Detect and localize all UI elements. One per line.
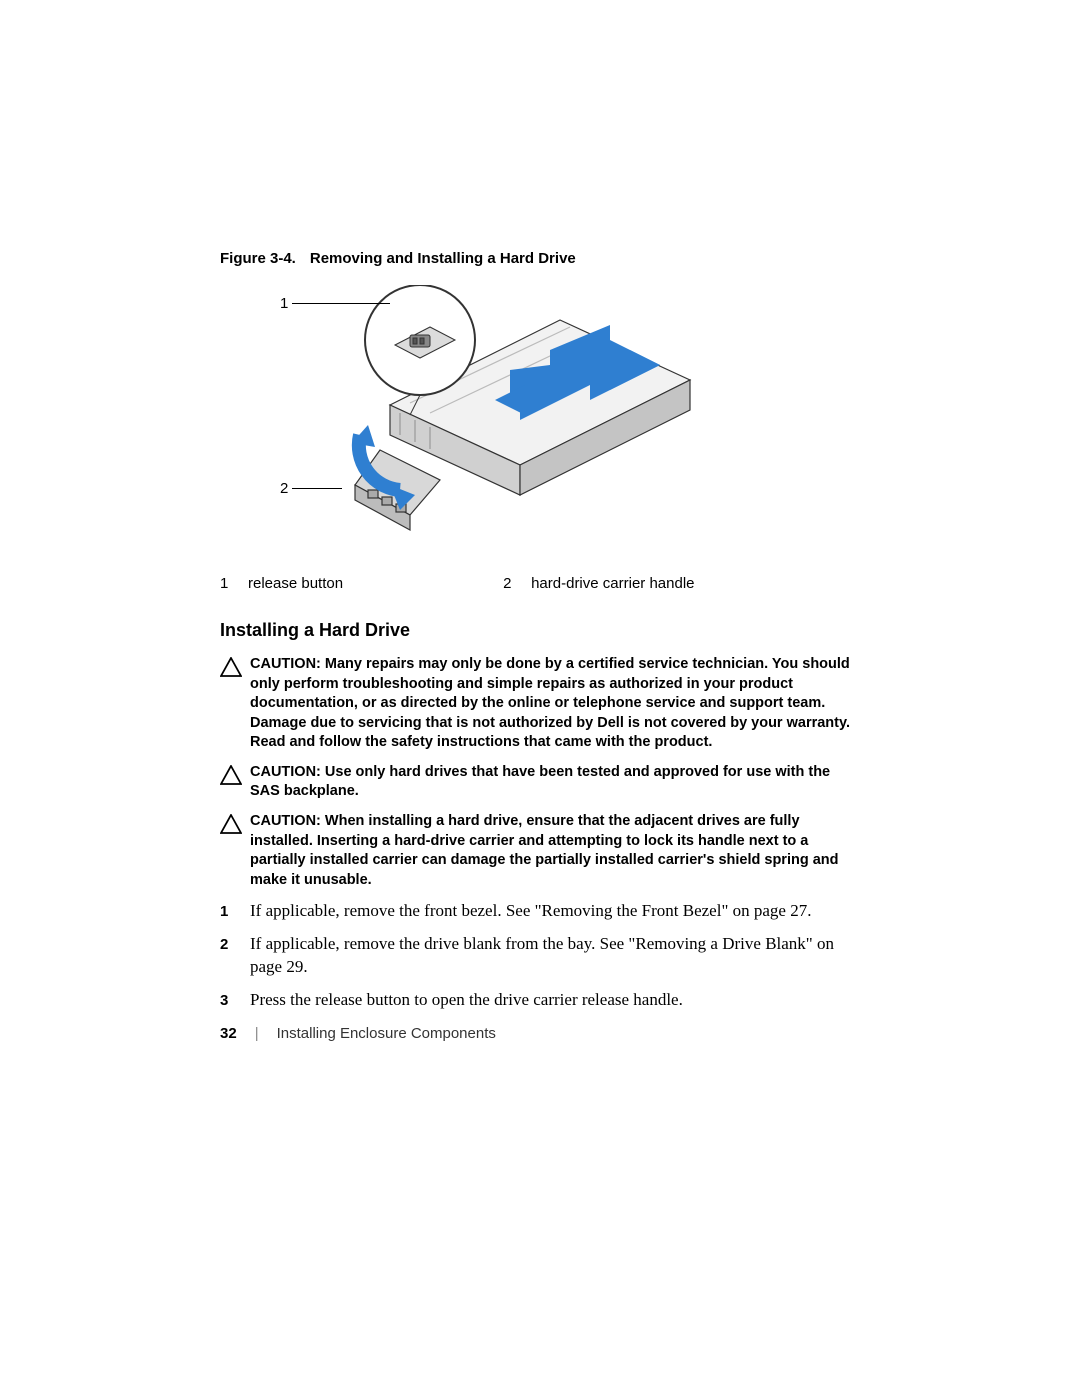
page-footer: 32 | Installing Enclosure Components: [220, 1025, 496, 1042]
callout-1: 1: [280, 295, 288, 312]
legend-num-2: 2: [503, 575, 531, 592]
step-item: 1 If applicable, remove the front bezel.…: [220, 900, 860, 923]
legend-num-1: 1: [220, 575, 248, 592]
figure-area: 1 2: [220, 285, 860, 555]
caution-icon: [220, 812, 250, 839]
step-text: If applicable, remove the front bezel. S…: [250, 900, 811, 923]
caution-label: CAUTION:: [250, 656, 321, 672]
figure-caption: Removing and Installing a Hard Drive: [310, 250, 576, 267]
figure-number: Figure 3-4.: [220, 250, 296, 267]
caution-body: Many repairs may only be done by a certi…: [250, 656, 850, 750]
caution-icon: [220, 655, 250, 682]
figure-legend: 1 release button 2 hard-drive carrier ha…: [220, 575, 860, 592]
callout-line-2: [292, 488, 342, 489]
footer-separator: |: [255, 1025, 259, 1042]
hard-drive-illustration: [260, 285, 700, 545]
step-number: 3: [220, 991, 250, 1011]
step-number: 1: [220, 902, 250, 922]
caution-body: When installing a hard drive, ensure tha…: [250, 813, 839, 888]
callout-2: 2: [280, 480, 288, 497]
page-number: 32: [220, 1025, 237, 1042]
step-text: If applicable, remove the drive blank fr…: [250, 933, 860, 979]
step-number: 2: [220, 935, 250, 955]
step-item: 2 If applicable, remove the drive blank …: [220, 933, 860, 979]
caution-icon: [220, 763, 250, 790]
footer-section: Installing Enclosure Components: [277, 1025, 496, 1042]
caution-label: CAUTION:: [250, 764, 321, 780]
caution-block: CAUTION: When installing a hard drive, e…: [220, 812, 860, 890]
caution-label: CAUTION:: [250, 813, 321, 829]
caution-text: CAUTION: Use only hard drives that have …: [250, 763, 860, 802]
caution-text: CAUTION: Many repairs may only be done b…: [250, 655, 860, 753]
step-item: 3 Press the release button to open the d…: [220, 989, 860, 1012]
callout-line-1: [292, 303, 390, 304]
step-list: 1 If applicable, remove the front bezel.…: [220, 900, 860, 1012]
caution-text: CAUTION: When installing a hard drive, e…: [250, 812, 860, 890]
manual-page: Figure 3-4. Removing and Installing a Har…: [0, 0, 1080, 1397]
section-title: Installing a Hard Drive: [220, 620, 860, 641]
caution-block: CAUTION: Many repairs may only be done b…: [220, 655, 860, 753]
step-text: Press the release button to open the dri…: [250, 989, 683, 1012]
caution-block: CAUTION: Use only hard drives that have …: [220, 763, 860, 802]
caution-body: Use only hard drives that have been test…: [250, 764, 830, 800]
legend-text-1: release button: [248, 575, 343, 592]
figure-title: Figure 3-4. Removing and Installing a Har…: [220, 250, 860, 267]
legend-text-2: hard-drive carrier handle: [531, 575, 694, 592]
